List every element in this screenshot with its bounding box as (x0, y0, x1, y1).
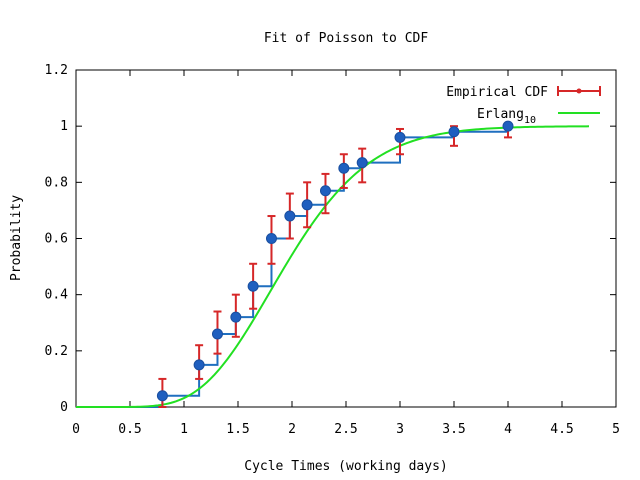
y-tick-label: 0.2 (45, 344, 68, 359)
x-tick-label: 2.5 (334, 422, 357, 437)
data-point (394, 131, 406, 143)
data-point (211, 328, 223, 340)
y-tick-label: 1.2 (45, 63, 68, 78)
data-point (502, 120, 514, 132)
legend-label-erlang-subscript: 10 (524, 115, 536, 126)
x-tick-label: 3.5 (442, 422, 465, 437)
y-tick-label: 0.6 (45, 232, 68, 247)
data-point (193, 359, 205, 371)
x-tick-label: 5 (612, 422, 620, 437)
erlang-fit-layer (76, 125, 590, 408)
erlang-fit-line (76, 125, 590, 408)
data-point (247, 280, 259, 292)
legend-label-erlang-name: Erlang (477, 107, 524, 122)
data-point (338, 162, 350, 174)
legend: Empirical CDF Erlang10 (446, 85, 601, 126)
y-tick-label: 0.8 (45, 175, 68, 190)
x-tick-label: 1.5 (226, 422, 249, 437)
chart-title: Fit of Poisson to CDF (264, 31, 429, 46)
legend-label-erlang: Erlang10 (477, 107, 536, 126)
data-points (156, 120, 514, 402)
data-point (265, 233, 277, 244)
x-tick-label: 3 (396, 422, 404, 437)
y-axis-label: Probability (9, 195, 24, 281)
data-point (301, 199, 313, 211)
data-point (319, 185, 331, 197)
x-tick-label: 2 (288, 422, 296, 437)
axes: 0 0.5 1 1.5 2 2.5 3 3.5 4 4.5 5 0 0.2 0.4 0.6 0.8 1 1.2 (45, 63, 620, 437)
legend-swatch-empirical (557, 86, 601, 96)
y-tick-label: 1 (60, 119, 68, 134)
x-axis-label: Cycle Times (working days) (244, 459, 448, 474)
legend-label-empirical: Empirical CDF (446, 85, 548, 100)
data-point (356, 157, 368, 169)
data-point (448, 126, 460, 138)
x-tick-label: 4.5 (550, 422, 573, 437)
data-point (230, 311, 242, 323)
y-tick-label: 0.4 (45, 288, 69, 303)
y-tick-label: 0 (60, 400, 68, 415)
x-tick-label: 0.5 (118, 422, 141, 437)
x-tick-label: 4 (504, 422, 512, 437)
x-tick-label: 1 (180, 422, 188, 437)
empirical-step-line (76, 126, 509, 408)
data-point (284, 210, 296, 222)
empirical-step-path (76, 126, 509, 408)
data-point (156, 390, 168, 402)
x-tick-label: 0 (72, 422, 80, 437)
